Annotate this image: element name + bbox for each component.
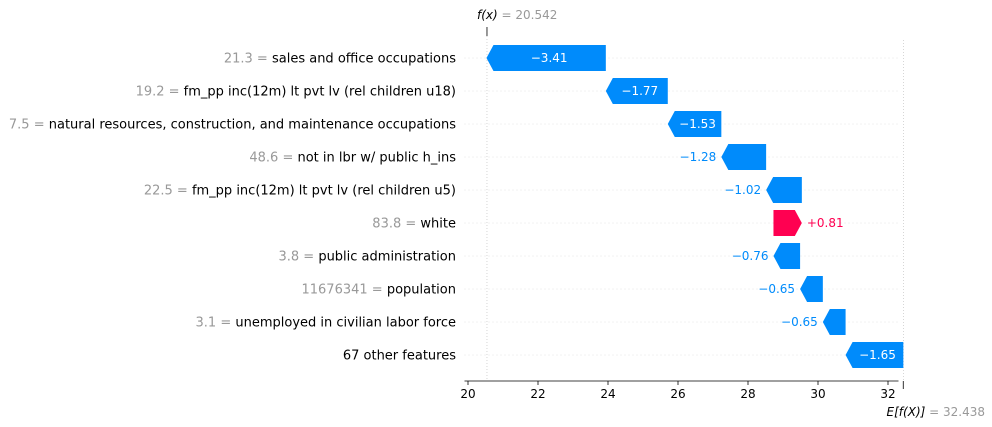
feature-value: 7.5 = [9, 118, 49, 133]
bar-value-label: −0.65 [781, 315, 818, 329]
feature-value: 3.1 = [196, 316, 236, 331]
x-tick-label: 24 [600, 387, 615, 401]
reference-lines [486, 27, 904, 381]
feature-value: 11676341 = [301, 283, 386, 298]
feature-value: 21.3 = [224, 52, 272, 67]
contribution-bar [773, 243, 801, 269]
contribution-bar [766, 177, 802, 203]
feature-name: white [420, 217, 456, 232]
feature-label: 7.5 = natural resources, construction, a… [9, 118, 456, 133]
contribution-bar [605, 78, 668, 104]
feature-label: 21.3 = sales and office occupations [224, 52, 456, 67]
x-tick-label: 20 [460, 387, 475, 401]
ex-label: E[f(X)] [887, 405, 926, 419]
row-gridlines [464, 57, 899, 356]
bar-value-label: −1.53 [679, 117, 716, 131]
feature-label: 3.8 = public administration [278, 250, 456, 265]
x-tick-label: 26 [670, 387, 685, 401]
feature-name: 67 other features [343, 349, 456, 364]
bar-value-label: −1.28 [680, 150, 717, 164]
feature-label: 3.1 = unemployed in civilian labor force [196, 316, 456, 331]
feature-name: fm_pp inc(12m) lt pvt lv (rel children u… [192, 184, 456, 199]
feature-name: unemployed in civilian labor force [235, 316, 456, 331]
feature-name: fm_pp inc(12m) lt pvt lv (rel children u… [184, 85, 456, 100]
x-tick-label: 32 [880, 387, 895, 401]
bar-value-label: −1.77 [621, 84, 658, 98]
contribution-bar [822, 309, 846, 335]
contribution-bar [773, 210, 802, 236]
feature-value: 83.8 = [372, 217, 420, 232]
feature-label: 11676341 = population [301, 283, 456, 298]
contribution-bar [486, 45, 606, 71]
feature-label: 22.5 = fm_pp inc(12m) lt pvt lv (rel chi… [144, 184, 456, 199]
bar-value-label: −0.76 [732, 249, 769, 263]
contribution-bar [800, 276, 823, 302]
bar-value-label: −1.65 [859, 348, 896, 362]
feature-label: 48.6 = not in lbr w/ public h_ins [249, 151, 456, 166]
fx-annotation: f(x) = 20.542 [477, 8, 557, 22]
bar-value-label: −3.41 [531, 51, 568, 65]
feature-value: 3.8 = [278, 250, 318, 265]
bar-value-label: +0.81 [807, 216, 844, 230]
x-tick-label: 22 [530, 387, 545, 401]
bar-value-label: −0.65 [758, 282, 795, 296]
feature-label: 83.8 = white [372, 217, 456, 232]
ex-annotation: E[f(X)] = 32.438 [887, 405, 985, 419]
fx-value: 20.542 [515, 8, 557, 22]
contribution-bar [845, 342, 904, 368]
feature-name: sales and office occupations [272, 52, 456, 67]
feature-labels: 21.3 = sales and office occupations 19.2 … [9, 52, 456, 364]
feature-name: public administration [318, 250, 456, 265]
contribution-bar [721, 144, 767, 170]
fx-label: f(x) [477, 8, 498, 22]
x-tick-label: 28 [740, 387, 755, 401]
contribution-bar [667, 111, 722, 137]
x-tick-label: 30 [810, 387, 825, 401]
feature-label: 19.2 = fm_pp inc(12m) lt pvt lv (rel chi… [136, 85, 456, 100]
x-axis: 20 22 24 26 28 30 32 [460, 380, 904, 401]
feature-name: natural resources, construction, and mai… [49, 118, 456, 133]
bar-value-label: −1.02 [724, 183, 761, 197]
contribution-bars: −3.41 −1.77 −1.53 −1.28 −1.02 +0.81 −0.76 −0.65… [486, 45, 904, 368]
feature-name: not in lbr w/ public h_ins [297, 151, 456, 166]
feature-value: 19.2 = [136, 85, 184, 100]
ex-value: 32.438 [943, 405, 985, 419]
feature-name: population [387, 283, 456, 298]
feature-value: 48.6 = [249, 151, 297, 166]
feature-value: 22.5 = [144, 184, 192, 199]
feature-label: 67 other features [343, 349, 456, 364]
